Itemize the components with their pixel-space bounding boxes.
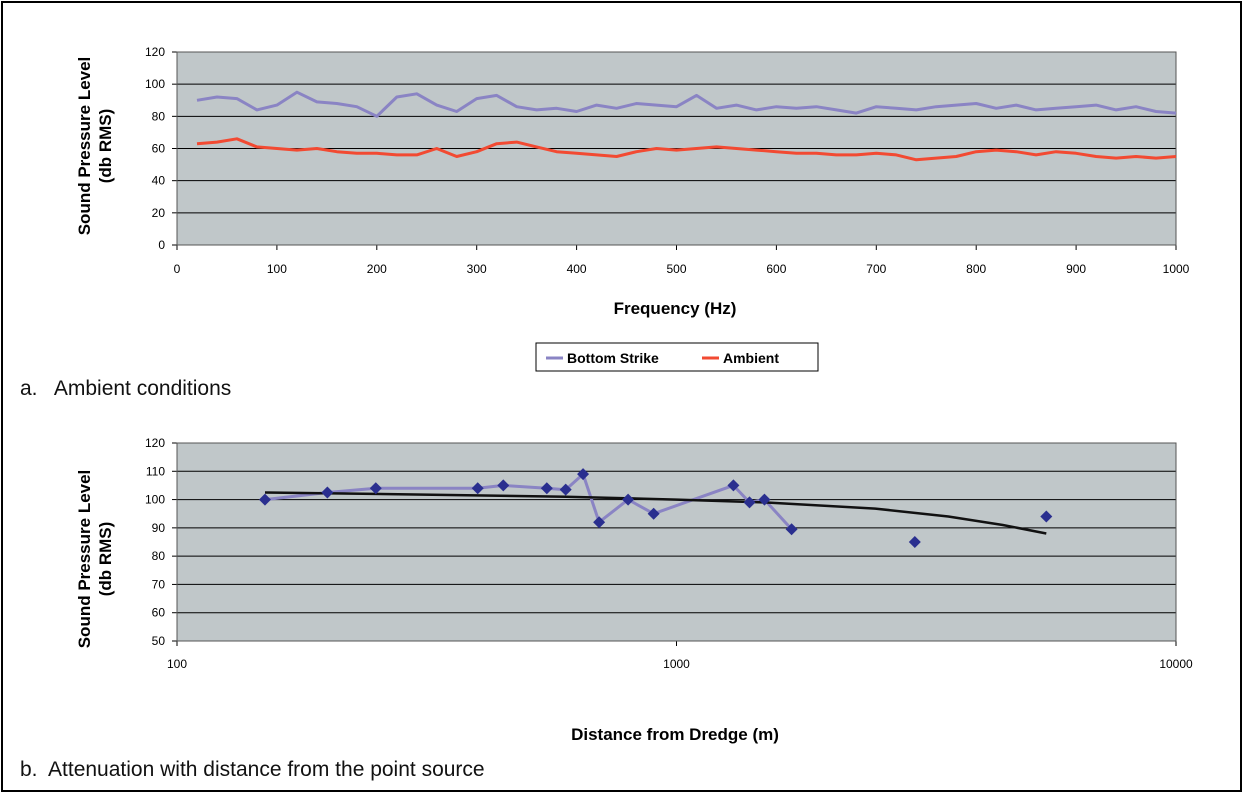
data-point-marker — [1040, 510, 1053, 523]
chart-a-y-axis-label-line2: (db RMS) — [96, 109, 115, 184]
series-line-ambient — [196, 137, 1177, 162]
chart-a-plot-border — [176, 51, 1177, 246]
chart-b-y-tick-label: 110 — [146, 464, 165, 478]
chart-b-plot-area — [177, 443, 1176, 641]
chart-a-x-tick-label: 200 — [367, 262, 387, 276]
chart-b-series — [258, 468, 1053, 548]
chart-a-x-tick-label: 400 — [567, 262, 587, 276]
chart-b-y-axis-label: Sound Pressure Level (db RMS) — [75, 470, 115, 649]
chart-a-legend: Bottom Strike Ambient — [535, 342, 819, 372]
chart-a-x-axis-label: Frequency (Hz) — [614, 299, 737, 318]
chart-a-y-tick-label: 20 — [152, 206, 166, 220]
data-point-marker — [908, 536, 921, 548]
chart-a-x-tick-label: 0 — [174, 262, 181, 276]
data-point-marker — [577, 468, 590, 481]
legend-label-ambient: Ambient — [723, 350, 779, 366]
chart-a-x-tick-label: 500 — [666, 262, 686, 276]
chart-b-x-tick-label: 1000 — [663, 657, 690, 671]
data-point-marker — [258, 493, 271, 506]
caption-a: a. Ambient conditions — [20, 377, 232, 400]
chart-a-x-tick-label: 100 — [267, 262, 287, 276]
chart-a-x-tick-label: 1000 — [1163, 262, 1190, 276]
chart-a-y-axis-label: Sound Pressure Level (db RMS) — [75, 57, 115, 236]
chart-a-tick-labels: 0 20 40 60 80 100 120 0 100 200 300 400 500 600 700 800… — [145, 45, 1190, 276]
data-point-marker — [540, 482, 553, 495]
data-point-marker — [622, 493, 635, 506]
chart-b-x-tick-label: 10000 — [1159, 657, 1193, 671]
chart-b-y-tick-label: 120 — [145, 436, 165, 450]
chart-b-gridlines — [172, 442, 1177, 646]
data-point-marker — [497, 479, 510, 492]
chart-b-x-axis-label: Distance from Dredge (m) — [571, 725, 779, 744]
chart-b-y-tick-label: 60 — [152, 606, 166, 620]
chart-a-x-tick-label: 300 — [467, 262, 487, 276]
chart-a-gridlines — [172, 51, 1177, 250]
ambient-conditions-chart: 0 20 40 60 80 100 120 0 100 200 300 400 500 600 700 800… — [75, 45, 1190, 372]
chart-b-y-tick-label: 80 — [152, 549, 166, 563]
chart-a-y-axis-label-line1: Sound Pressure Level — [75, 57, 94, 236]
chart-a-x-tick-label: 800 — [966, 262, 986, 276]
chart-a-y-tick-label: 120 — [145, 45, 165, 59]
data-point-marker — [785, 523, 798, 536]
legend-box — [535, 342, 819, 372]
chart-a-x-tick-label: 600 — [766, 262, 786, 276]
chart-b-y-tick-label: 70 — [152, 577, 166, 591]
chart-a-y-tick-label: 80 — [152, 109, 166, 123]
data-point-marker — [727, 479, 740, 492]
series-line-bottom-strike — [196, 90, 1177, 118]
legend-label-bottom-strike: Bottom Strike — [567, 350, 659, 366]
chart-b-y-tick-label: 100 — [145, 493, 165, 507]
chart-a-y-tick-label: 0 — [158, 238, 165, 252]
chart-a-y-tick-label: 60 — [152, 142, 166, 156]
data-point-marker — [758, 493, 771, 506]
chart-b-y-tick-label: 50 — [152, 634, 166, 648]
data-point-marker — [471, 482, 484, 495]
data-point-marker — [593, 516, 606, 529]
chart-b-y-axis-label-line2: (db RMS) — [96, 522, 115, 597]
chart-b-y-axis-label-line1: Sound Pressure Level — [75, 470, 94, 649]
chart-b-plot-border — [176, 442, 1177, 642]
caption-b: b. Attenuation with distance from the po… — [20, 758, 485, 781]
chart-a-x-tick-label: 900 — [1066, 262, 1086, 276]
chart-b-y-tick-label: 90 — [152, 521, 166, 535]
data-point-marker — [321, 486, 334, 499]
chart-a-y-tick-label: 40 — [152, 174, 166, 188]
data-point-marker — [743, 496, 756, 509]
chart-a-x-tick-label: 700 — [866, 262, 886, 276]
data-point-marker — [559, 483, 572, 496]
chart-a-y-tick-label: 100 — [145, 77, 165, 91]
chart-b-tick-labels: 50 60 70 80 90 100 110 120 100 1000 10000 — [145, 436, 1193, 671]
chart-a-series — [196, 90, 1177, 162]
data-point-marker — [647, 507, 660, 520]
attenuation-chart: 50 60 70 80 90 100 110 120 100 1000 10000 Distance… — [75, 436, 1193, 744]
data-point-marker — [369, 482, 382, 495]
chart-b-x-tick-label: 100 — [167, 657, 187, 671]
